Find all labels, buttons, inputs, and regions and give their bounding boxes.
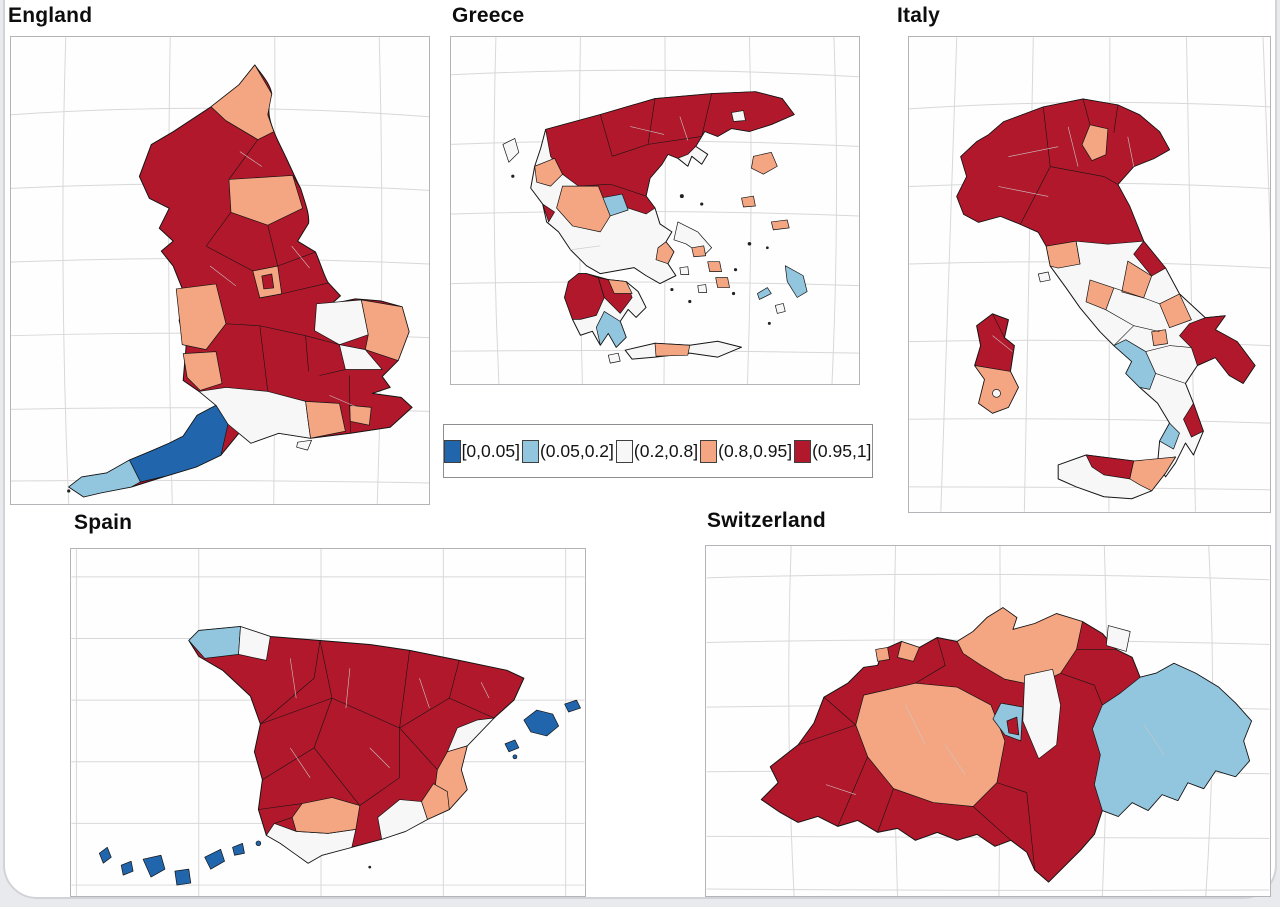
map-title-italy: Italy — [897, 4, 941, 27]
legend: [0,0.05] (0.05,0.2] (0.2,0.8] (0.8,0.95]… — [443, 424, 873, 478]
region-borders — [992, 98, 1192, 384]
legend-item: (0.2,0.8] — [615, 439, 699, 463]
map-title-switzerland: Switzerland — [707, 509, 826, 532]
legend-item: (0.8,0.95] — [700, 439, 793, 463]
map-title-england: England — [8, 4, 93, 27]
map-panel-spain — [70, 548, 586, 897]
italy-map — [909, 37, 1270, 512]
subregion-borders — [289, 658, 490, 778]
subregion-borders — [825, 704, 1165, 795]
subregion-borders — [570, 116, 689, 251]
spain-map — [71, 549, 585, 896]
legend-swatch-bin2 — [615, 439, 633, 463]
legend-label: (0.95,1] — [812, 440, 872, 461]
map-regions — [502, 91, 808, 364]
legend-item: [0,0.05] — [443, 439, 521, 463]
legend-swatch-bin4 — [794, 439, 812, 463]
region-borders — [578, 93, 712, 197]
map-panel-italy — [908, 36, 1271, 513]
legend-swatch-bin3 — [700, 439, 718, 463]
legend-swatch-bin1 — [521, 439, 539, 463]
region-borders — [797, 637, 1117, 871]
legend-item: (0.05,0.2] — [521, 439, 615, 463]
legend-item: (0.95,1] — [794, 439, 872, 463]
map-panel-greece — [450, 36, 860, 385]
legend-label: (0.2,0.8] — [633, 440, 699, 461]
map-regions — [98, 626, 581, 886]
legend-label: (0.05,0.2] — [539, 440, 614, 461]
map-regions — [67, 64, 413, 498]
england-map — [11, 37, 429, 504]
greece-map — [451, 37, 859, 384]
region-borders — [258, 640, 495, 824]
map-regions — [760, 607, 1252, 883]
map-panel-switzerland — [705, 545, 1271, 897]
map-title-greece: Greece — [452, 4, 525, 27]
legend-label: (0.8,0.95] — [718, 440, 793, 461]
map-title-spain: Spain — [74, 511, 133, 534]
map-regions — [956, 98, 1256, 500]
subregion-borders — [209, 151, 358, 408]
legend-swatch-bin0 — [443, 439, 461, 463]
switzerland-map — [706, 546, 1270, 896]
subregion-borders — [992, 126, 1135, 352]
map-panel-england — [10, 36, 430, 505]
legend-label: [0,0.05] — [461, 440, 520, 461]
